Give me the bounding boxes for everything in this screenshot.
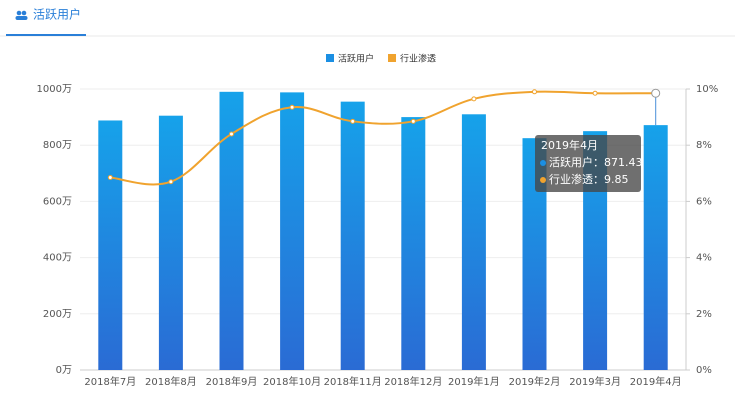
legend-swatch [388,54,397,62]
point [410,118,416,124]
tooltip-line: 活跃用户：871.43 [549,155,643,169]
tab-icon [16,10,22,16]
tooltip-line: 行业渗透：9.85 [549,172,629,186]
tooltip-title: 2019年4月 [541,138,598,152]
x-tick-label: 2019年3月 [569,375,621,388]
x-tick-label: 2019年2月 [509,375,561,388]
point [229,131,234,137]
tooltip-dot [540,160,546,166]
x-tick-label: 2018年8月 [145,375,197,388]
x-tick-label: 2018年9月 [206,375,258,388]
tab-underline [6,34,86,36]
x-tick-label: 2018年11月 [324,375,382,388]
bar [98,120,123,370]
y-tick-label: 1000万 [37,84,72,95]
bar [280,92,305,370]
y2-tick-label: 8% [696,140,712,151]
x-tick-label: 2019年1月 [448,375,500,388]
point [651,88,661,98]
bar [401,117,426,370]
tab-icon [21,10,27,16]
point [289,104,295,110]
point [107,175,113,181]
legend-swatch [326,54,334,62]
point [168,179,174,185]
tab-icon [15,16,28,20]
point [532,89,537,95]
y-tick-label: 200万 [43,309,72,320]
y2-tick-label: 2% [696,309,712,320]
y2-tick-label: 0% [696,365,712,376]
y2-tick-label: 10% [696,84,718,95]
legend-label: 活跃用户 [338,53,374,65]
x-tick-label: 2018年10月 [263,375,321,388]
y-tick-label: 800万 [43,140,72,151]
point [471,96,477,102]
tooltip-box [535,135,641,192]
point [350,118,356,124]
tab-label: 活跃用户 [33,7,81,22]
tab[interactable]: 活跃用户 [15,7,82,22]
y-tick-label: 400万 [43,253,72,264]
bar [340,101,365,371]
y2-tick-label: 4% [696,253,712,264]
bar [219,91,244,370]
watermark: 易观千帆 [130,336,166,348]
bar [158,115,183,370]
y-tick-label: 600万 [43,196,72,207]
bar [461,114,486,370]
bar [643,125,668,370]
point [592,90,598,96]
line [110,90,656,186]
legend-label: 行业渗透 [400,53,436,65]
tooltip-dot [540,177,546,183]
x-tick-label: 2018年7月 [84,375,136,388]
x-tick-label: 2018年12月 [384,375,442,388]
x-tick-label: 2019年4月 [630,375,682,388]
y2-tick-label: 6% [696,196,712,207]
y-tick-label: 0万 [56,365,72,376]
